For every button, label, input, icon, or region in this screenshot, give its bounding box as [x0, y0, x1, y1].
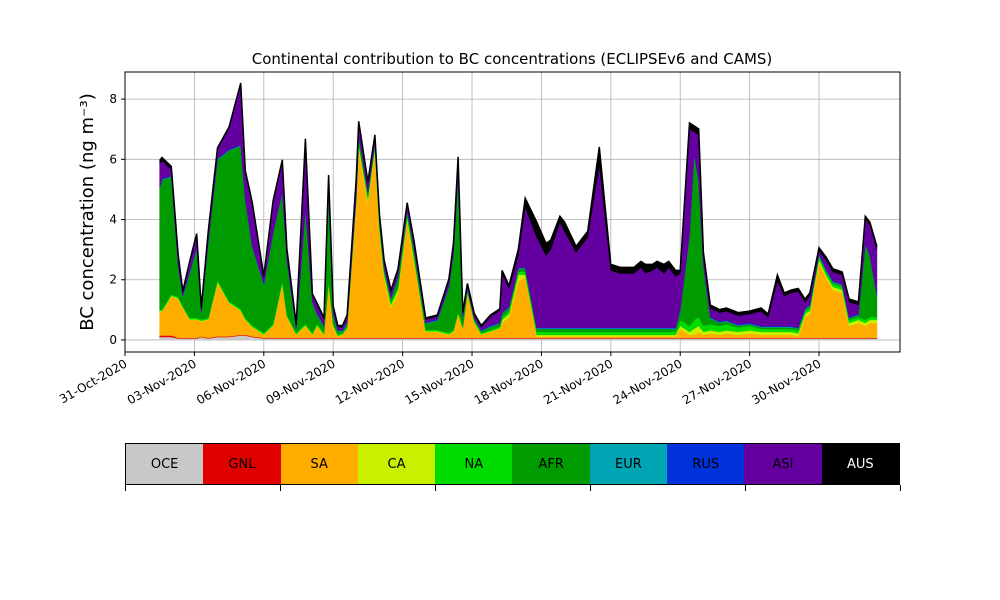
y-tick-label: 6 — [109, 152, 117, 166]
legend-colorbar: OCE GNL SA CA NA AFR EUR RUS ASI AUS — [125, 443, 900, 485]
plot-frame — [124, 71, 901, 353]
x-tick-label: 30-Nov-2020 — [749, 356, 823, 407]
legend-item-asi: ASI — [744, 444, 822, 484]
legend-tick-mark — [280, 485, 281, 491]
x-tick-label: 18-Nov-2020 — [472, 356, 546, 407]
legend-ticks — [125, 485, 901, 491]
total-outline — [159, 82, 878, 327]
legend-item-eur: EUR — [589, 444, 668, 484]
x-tick-label: 06-Nov-2020 — [194, 356, 268, 407]
y-axis-label: BC concentration (ng m⁻³) — [77, 93, 98, 331]
legend-tick-mark — [590, 485, 591, 491]
y-tick-label: 8 — [109, 92, 117, 106]
x-tick-label: 15-Nov-2020 — [402, 356, 476, 407]
x-tick-label: 21-Nov-2020 — [541, 356, 615, 407]
legend-tick-mark — [125, 485, 126, 491]
legend-item-oce: OCE — [126, 444, 204, 484]
legend-tick-mark — [435, 485, 436, 491]
legend-item-rus: RUS — [667, 444, 745, 484]
legend-item-na: NA — [435, 444, 513, 484]
stacked-area-chart: Continental contribution to BC concentra… — [57, 50, 901, 407]
x-tick-label: 31-Oct-2020 — [57, 356, 129, 406]
legend-tick-mark — [745, 485, 746, 491]
x-tick-label: 27-Nov-2020 — [680, 356, 754, 407]
legend-item-aus: AUS — [821, 444, 899, 484]
x-tick-label: 24-Nov-2020 — [611, 356, 685, 407]
x-tick-label: 09-Nov-2020 — [264, 356, 338, 407]
area-series — [159, 82, 878, 341]
legend-item-ca: CA — [357, 444, 436, 484]
x-tick-label: 03-Nov-2020 — [125, 356, 199, 407]
y-tick-label: 4 — [109, 213, 117, 227]
legend-tick-mark — [900, 485, 901, 491]
legend-item-gnl: GNL — [203, 444, 281, 484]
y-tick-label: 2 — [109, 273, 117, 287]
chart-title: Continental contribution to BC concentra… — [252, 50, 773, 68]
y-axis-ticks: 0 2 4 6 8 — [109, 92, 125, 347]
x-tick-label: 12-Nov-2020 — [333, 356, 407, 407]
x-axis-ticks: 31-Oct-202003-Nov-202006-Nov-202009-Nov-… — [57, 352, 824, 407]
y-tick-label: 0 — [109, 333, 117, 347]
legend-item-sa: SA — [280, 444, 358, 484]
legend-item-afr: AFR — [512, 444, 590, 484]
